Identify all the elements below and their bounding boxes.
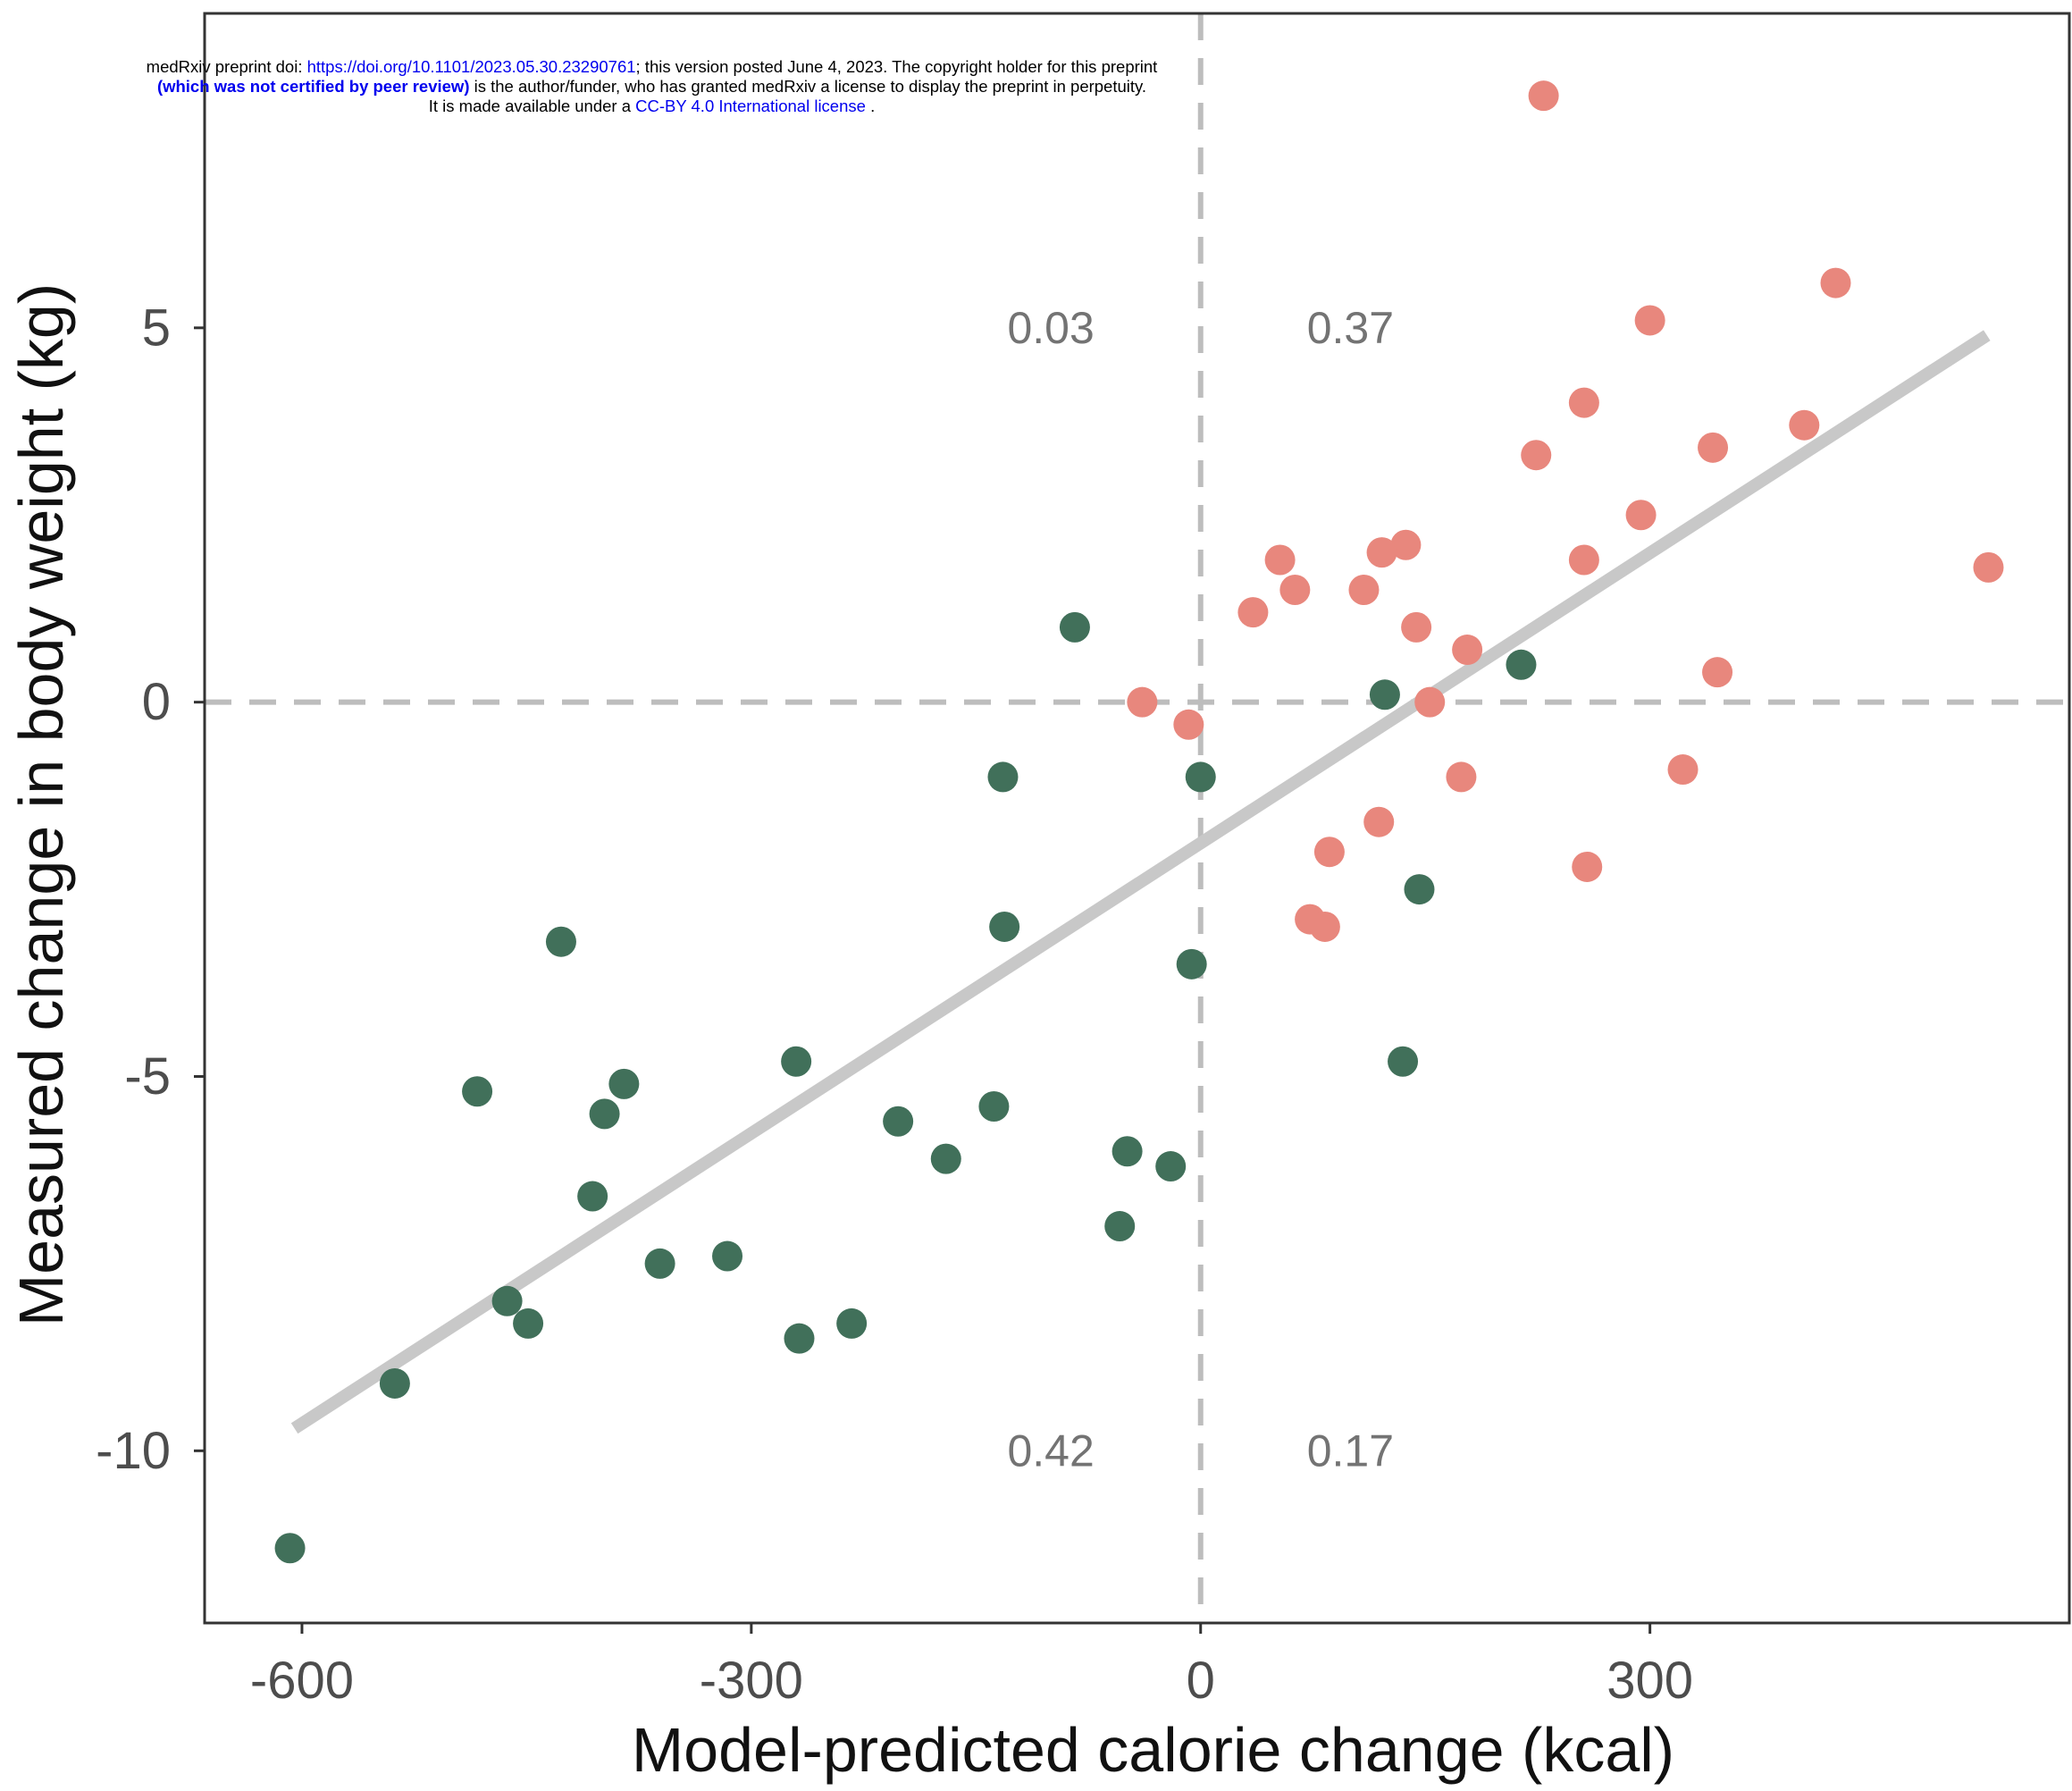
data-point: [1111, 1136, 1143, 1167]
plot-area: 0.03 0.37 0.42 0.17: [205, 13, 2069, 1623]
data-point: [1572, 851, 1603, 882]
data-point: [1401, 611, 1432, 643]
data-point: [883, 1106, 914, 1137]
data-point: [1059, 611, 1090, 643]
data-point: [1702, 657, 1733, 688]
x-axis-tick-label: 300: [1606, 1652, 1693, 1710]
negative-series: [274, 611, 1537, 1564]
data-point: [1404, 874, 1435, 905]
data-point: [1309, 911, 1340, 942]
data-point: [1369, 679, 1400, 711]
preprint-notice-line-1: medRxiv preprint doi: https://doi.org/10…: [0, 57, 1304, 77]
data-point: [1155, 1151, 1187, 1182]
data-point: [1568, 544, 1599, 576]
data-point: [1264, 544, 1296, 576]
data-point: [379, 1367, 410, 1399]
data-point: [1414, 686, 1446, 718]
data-point: [1279, 575, 1311, 606]
data-point: [1446, 761, 1477, 793]
data-point: [1568, 387, 1599, 418]
data-point: [644, 1248, 675, 1279]
license-link[interactable]: CC-BY 4.0 International license: [635, 97, 866, 115]
x-axis-tick-label: -600: [250, 1652, 354, 1710]
data-point: [1973, 551, 2004, 583]
data-point: [1127, 686, 1158, 718]
data-point: [1452, 635, 1483, 666]
license-notice: is the author/funder, who has granted me…: [469, 77, 1147, 96]
y-axis-tick-label: 5: [142, 298, 171, 357]
data-point: [589, 1098, 620, 1130]
y-axis-tick-label: -5: [124, 1047, 171, 1106]
data-point: [1173, 709, 1204, 740]
data-point: [784, 1323, 815, 1354]
data-point: [1789, 409, 1820, 441]
data-point: [1528, 80, 1559, 112]
x-axis-tick-label: 0: [1187, 1652, 1215, 1710]
preprint-notice-line-3: It is made available under a CC-BY 4.0 I…: [0, 97, 1304, 116]
data-point: [1185, 761, 1216, 793]
data-point: [491, 1285, 523, 1316]
quadrant-label: 0.37: [1307, 303, 1394, 353]
x-axis-tick-label: -300: [700, 1652, 803, 1710]
peer-review-notice: (which was not certified by peer review): [156, 77, 470, 96]
data-point: [608, 1068, 640, 1099]
data-point: [462, 1076, 493, 1107]
data-point: [1634, 305, 1665, 336]
data-point: [978, 1091, 1010, 1123]
quadrant-label: 0.17: [1307, 1425, 1394, 1476]
preprint-notice-line-2: (which was not certified by peer review)…: [0, 77, 1304, 97]
data-point: [1348, 575, 1380, 606]
y-axis-tick-label: -10: [96, 1422, 171, 1480]
data-point: [1104, 1211, 1136, 1242]
data-point: [1625, 500, 1657, 531]
preprint-notice-prefix: medRxiv preprint doi:: [146, 57, 307, 76]
plot-frame: [203, 12, 2071, 1625]
data-point: [1698, 432, 1729, 463]
data-point: [989, 911, 1020, 942]
data-point: [781, 1046, 812, 1077]
data-point: [1506, 649, 1537, 680]
data-point: [577, 1181, 608, 1212]
y-axis-title: Measured change in body weight (kg): [6, 283, 76, 1326]
data-point: [545, 926, 576, 957]
data-point: [1176, 948, 1207, 980]
data-point: [1366, 537, 1397, 568]
positive-series: [1127, 80, 2004, 942]
preprint-notice-copyright: ; this version posted June 4, 2023. The …: [635, 57, 1158, 76]
data-point: [1521, 440, 1552, 471]
data-point: [987, 761, 1019, 793]
x-axis-title: Model-predicted calorie change (kcal): [632, 1715, 1674, 1785]
regression-line: [290, 330, 1991, 1434]
data-point: [1363, 806, 1395, 837]
data-point: [513, 1308, 544, 1339]
y-axis-tick-label: 0: [142, 673, 171, 731]
quadrant-label: 0.42: [1007, 1425, 1094, 1476]
quadrant-label: 0.03: [1007, 303, 1094, 353]
data-point: [712, 1240, 743, 1272]
data-point: [1388, 1046, 1419, 1077]
data-point: [1313, 837, 1345, 868]
axes: -600 -300 0 300 -10 -5 0 5: [96, 298, 1693, 1710]
license-prefix: It is made available under a: [428, 97, 636, 115]
data-point: [274, 1533, 306, 1564]
data-point: [836, 1308, 868, 1339]
data-point: [930, 1143, 961, 1174]
doi-link[interactable]: https://doi.org/10.1101/2023.05.30.23290…: [306, 57, 636, 76]
data-point: [1390, 529, 1422, 560]
data-point: [1237, 597, 1269, 628]
data-point: [1820, 267, 1851, 298]
license-suffix: .: [865, 97, 876, 115]
data-point: [1667, 754, 1699, 786]
